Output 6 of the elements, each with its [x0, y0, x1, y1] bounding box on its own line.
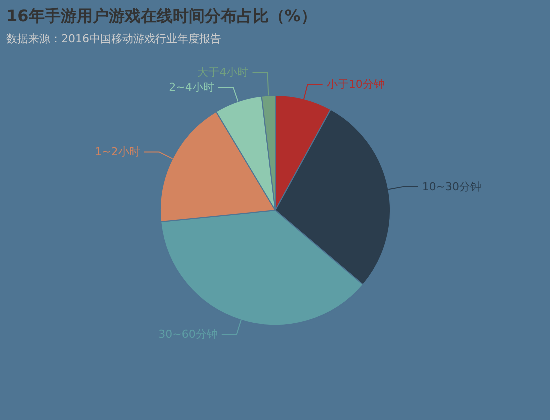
- slice-label: 1~2小时: [95, 146, 140, 159]
- slice-label: 2~4小时: [169, 81, 214, 94]
- slice-label: 10~30分钟: [422, 180, 482, 194]
- chart-subtitle: 数据来源：2016中国移动游戏行业年度报告: [6, 32, 222, 46]
- slice-label: 小于10分钟: [326, 78, 385, 92]
- chart-title: 16年手游用户游戏在线时间分布占比（%）: [6, 6, 317, 26]
